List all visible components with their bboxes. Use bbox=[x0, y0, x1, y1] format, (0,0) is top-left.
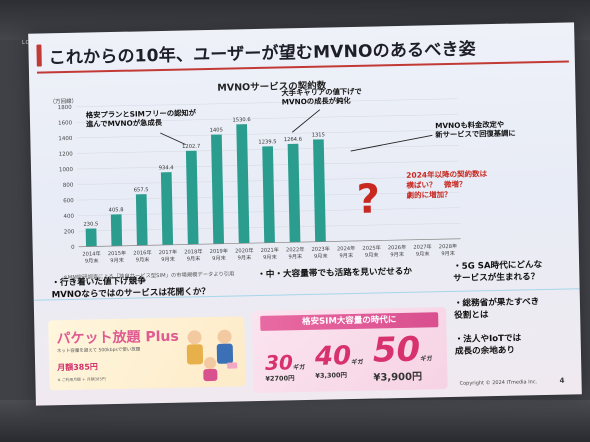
bar bbox=[185, 150, 199, 245]
plan-30gb-price: ¥2700円 bbox=[265, 374, 295, 383]
plan-50gb-unit: ギガ bbox=[420, 355, 433, 363]
x-tick-label: 2027年9月末 bbox=[413, 242, 432, 257]
packet-plus-card: パケット放題 Plus ネット容量を超えて 500kbpsで使い放題 月額385… bbox=[48, 316, 246, 391]
annotation-recovery: MVNOも料金改定や 新サービスで回復基調に bbox=[435, 119, 516, 140]
plan-50gb-price: ¥3,900円 bbox=[373, 371, 423, 384]
question-mark: ? bbox=[356, 176, 381, 223]
topic-future-questions: ・5G SA時代にどんな サービスが生まれる？ ・総務省が果たすべき 役割とは … bbox=[453, 260, 543, 358]
bar bbox=[236, 124, 250, 244]
y-tick-label: 1200 bbox=[59, 152, 74, 158]
plan-30gb-unit: ギガ bbox=[292, 364, 306, 372]
presentation-slide: これからの10年、ユーザーが望むMVNOのあるべき姿 MVNOサービスの契約数 … bbox=[28, 22, 582, 406]
bar-value-label: 405.8 bbox=[109, 207, 124, 213]
bar bbox=[160, 172, 174, 245]
y-tick-label: 1000 bbox=[59, 167, 74, 173]
large-capacity-header: 格安SIM大容量の時代に bbox=[260, 312, 439, 331]
arrow-growth bbox=[160, 132, 186, 145]
bar-value-label: 934.4 bbox=[159, 165, 175, 171]
x-tick-label: 2028年9月末 bbox=[439, 242, 458, 257]
x-tick-label: 2024年9月末 bbox=[337, 244, 356, 259]
bar-value-label: 1405 bbox=[210, 127, 223, 133]
people-illustration bbox=[186, 329, 238, 382]
page-number: 4 bbox=[559, 376, 565, 385]
x-tick-label: 2018年9月末 bbox=[184, 247, 203, 262]
x-tick-label: 2014年9月末 bbox=[82, 249, 101, 264]
y-gridline bbox=[76, 129, 459, 139]
bar bbox=[85, 228, 97, 247]
y-tick-label: 1600 bbox=[58, 120, 73, 126]
bar-value-label: 1264.6 bbox=[284, 137, 302, 143]
x-tick-label: 2023年9月末 bbox=[311, 244, 330, 259]
plan-30gb-amount: 30 bbox=[264, 350, 294, 375]
bar bbox=[211, 134, 225, 244]
arrow-recovery bbox=[350, 134, 433, 152]
x-tick-label: 2025年9月末 bbox=[362, 243, 381, 258]
y-tick-label: 400 bbox=[63, 214, 74, 220]
bar-value-label: 1239.5 bbox=[258, 139, 276, 145]
x-tick-label: 2019年9月末 bbox=[210, 247, 229, 262]
large-capacity-card: 格安SIM大容量の時代に 30ギガ ¥2700円 40ギガ ¥3,300円 50… bbox=[252, 307, 448, 394]
plan-40gb-amount: 40 bbox=[314, 341, 352, 372]
y-tick-label: 1400 bbox=[58, 136, 73, 142]
y-gridline bbox=[76, 114, 458, 123]
room-background-bottom bbox=[0, 400, 590, 442]
annotation-slowdown: 大手キャリアの値下げで MVNOの成長が鈍化 bbox=[281, 86, 362, 107]
packet-plus-subtitle: ネット容量を超えて 500kbpsで使い放題 bbox=[56, 347, 141, 355]
x-tick-label: 2020年9月末 bbox=[235, 246, 254, 261]
x-tick-label: 2015年9月末 bbox=[108, 249, 127, 264]
y-tick-label: 1800 bbox=[58, 105, 73, 111]
y-tick-label: 800 bbox=[63, 183, 74, 189]
plan-50gb-amount: 50 bbox=[372, 329, 421, 371]
arrow-slowdown bbox=[291, 109, 321, 133]
bar-value-label: 1530.6 bbox=[232, 117, 250, 123]
bar bbox=[110, 214, 123, 247]
bar bbox=[262, 146, 275, 243]
plan-30gb: 30ギガ ¥2700円 bbox=[265, 350, 306, 383]
y-tick-label: 200 bbox=[64, 229, 75, 235]
annotation-growth: 格安プランとSIMフリーの認知が 進んでMVNOが急成長 bbox=[85, 108, 197, 130]
x-tick-label: 2021年9月末 bbox=[260, 246, 279, 261]
bar-value-label: 1315 bbox=[312, 132, 325, 138]
bar-value-label: 1202.7 bbox=[182, 144, 200, 150]
bar bbox=[135, 194, 148, 246]
x-axis bbox=[78, 238, 461, 248]
plan-40gb: 40ギガ ¥3,300円 bbox=[315, 341, 364, 380]
plan-40gb-unit: ギガ bbox=[351, 358, 364, 367]
x-tick-label: 2026年9月末 bbox=[388, 243, 407, 258]
y-tick-label: 600 bbox=[63, 198, 74, 204]
plan-40gb-price: ¥3,300円 bbox=[315, 371, 348, 380]
x-tick-label: 2016年9月末 bbox=[133, 248, 152, 263]
bar bbox=[287, 143, 301, 243]
bar-value-label: 230.5 bbox=[83, 221, 98, 227]
x-tick-label: 2017年9月末 bbox=[159, 248, 178, 263]
plan-50gb: 50ギガ ¥3,900円 bbox=[372, 329, 433, 384]
packet-plus-title: パケット放題 Plus bbox=[56, 328, 179, 348]
x-tick-label: 2022年9月末 bbox=[286, 245, 305, 260]
bar-value-label: 657.5 bbox=[134, 187, 149, 193]
y-gridline bbox=[75, 98, 458, 108]
y-tick-label: 0 bbox=[71, 245, 75, 251]
mvno-contracts-chart: 0 200 400 600 800 1000 1200 1400 1600 1800 230.5 20… bbox=[58, 98, 461, 265]
packet-plus-fine-print: ※ ご利用月額 ＋ 月額385円 bbox=[57, 376, 106, 383]
bar bbox=[313, 139, 326, 242]
annotation-future-question: 2024年以降の契約数は 横ばい？ 微増？ 劇的に増加？ bbox=[406, 169, 488, 201]
packet-plus-price: 月額385円 bbox=[57, 362, 98, 373]
topic-price-competition: ・行き着いた値下げ競争 MVNOならではのサービスは花開くか？ bbox=[51, 276, 211, 301]
